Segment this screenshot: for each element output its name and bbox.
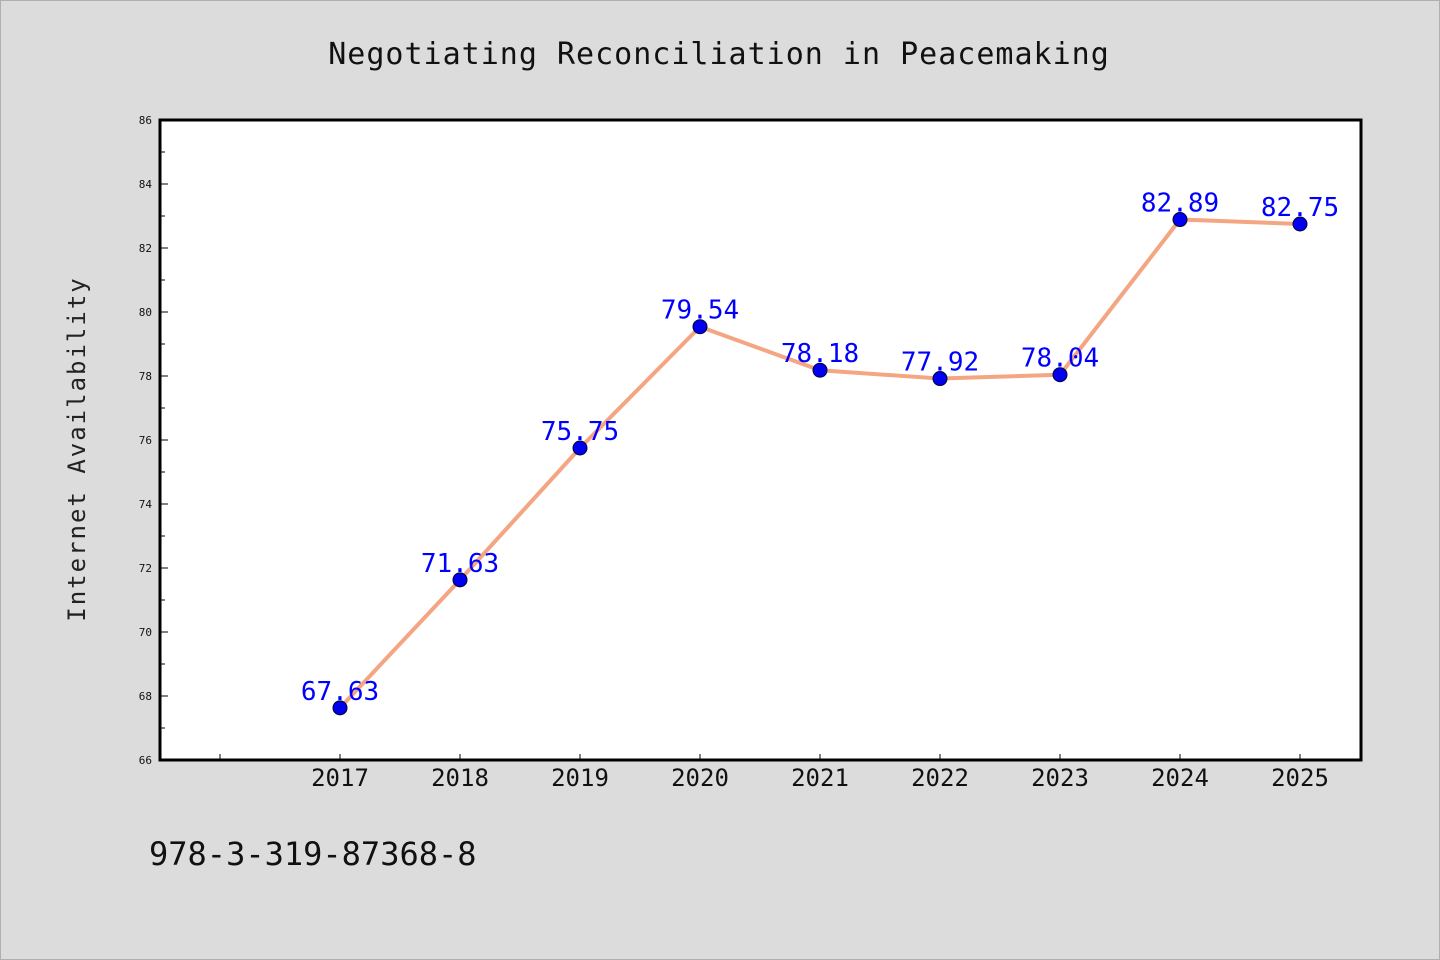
y-tick-label: 84 <box>139 178 153 191</box>
y-tick-label: 78 <box>139 370 152 383</box>
y-tick-label: 80 <box>139 306 152 319</box>
y-tick-label: 70 <box>139 626 152 639</box>
x-axis-ticks: 2017 2018 2019 2020 2021 2022 2023 2024 2025 <box>219 754 1329 792</box>
y-tick-label: 86 <box>139 114 152 127</box>
y-tick-label: 76 <box>139 434 152 447</box>
x-tick-label: 2023 <box>1031 764 1089 792</box>
x-tick-label: 2025 <box>1271 764 1329 792</box>
y-tick-label: 66 <box>139 754 152 767</box>
y-tick-label: 82 <box>139 242 152 255</box>
data-point-marker <box>1292 216 1308 232</box>
y-axis-ticks: 66 68 70 72 74 76 78 80 82 84 86 <box>139 114 168 767</box>
data-label: 78.04 <box>1021 344 1099 374</box>
data-point-marker <box>452 572 468 588</box>
x-tick-label: 2019 <box>551 764 609 792</box>
y-axis-label: Internet Availability <box>63 276 91 621</box>
data-label: 71.63 <box>421 549 499 579</box>
data-point-marker <box>1052 367 1068 383</box>
series-markers-group <box>332 212 1308 716</box>
isbn-footer: 978-3-319-87368-8 <box>149 835 477 873</box>
x-tick-label: 2018 <box>431 764 489 792</box>
data-point-marker <box>332 700 348 716</box>
x-tick-label: 2021 <box>791 764 849 792</box>
data-point-marker <box>1172 212 1188 228</box>
x-tick-label: 2022 <box>911 764 969 792</box>
data-label: 67.63 <box>301 677 379 707</box>
data-label: 75.75 <box>541 417 619 447</box>
data-labels-group: 67.63 71.63 75.75 79.54 78.18 77.92 78.04 82.89… <box>301 189 1339 707</box>
data-label: 78.18 <box>781 339 859 369</box>
y-tick-label: 72 <box>139 562 152 575</box>
x-tick-label: 2020 <box>671 764 729 792</box>
chart-title: Negotiating Reconciliation in Peacemakin… <box>328 37 1110 72</box>
data-point-marker <box>692 319 708 335</box>
data-label: 79.54 <box>661 296 739 326</box>
y-tick-label: 68 <box>139 690 152 703</box>
plot-area <box>158 118 1363 762</box>
data-point-marker <box>572 440 588 456</box>
data-point-marker <box>812 362 828 378</box>
y-tick-label: 74 <box>139 498 153 511</box>
x-tick-label: 2024 <box>1151 764 1209 792</box>
data-label: 77.92 <box>901 348 979 378</box>
data-label: 82.75 <box>1261 193 1339 223</box>
x-tick-label: 2017 <box>311 764 369 792</box>
data-label: 82.89 <box>1141 189 1219 219</box>
data-point-marker <box>932 371 948 387</box>
